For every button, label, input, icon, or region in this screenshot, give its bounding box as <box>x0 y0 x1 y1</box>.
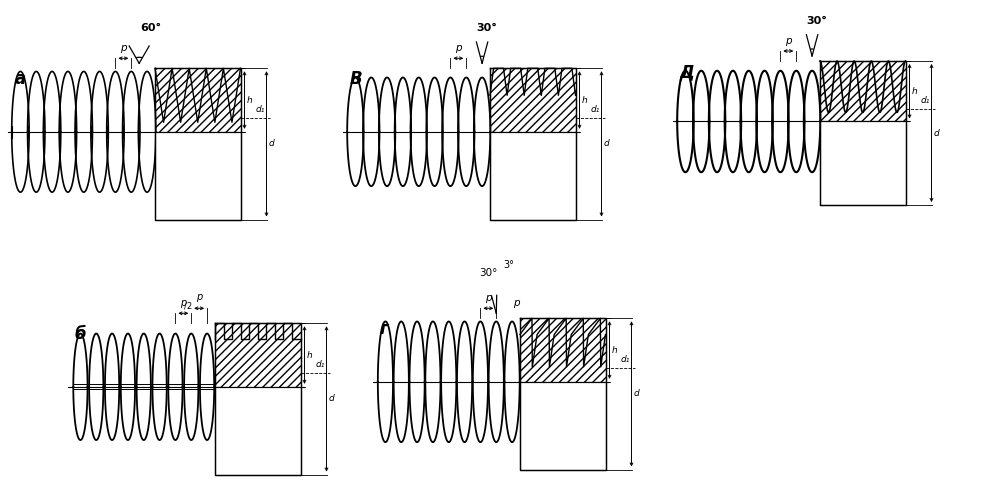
Text: В: В <box>350 70 362 89</box>
Text: p: p <box>196 292 203 302</box>
Bar <box>820 122 906 205</box>
Text: Д: Д <box>679 63 694 81</box>
Bar <box>490 132 576 219</box>
Text: г: г <box>379 320 388 339</box>
Bar <box>820 61 906 122</box>
Bar <box>490 68 576 132</box>
Text: d₁: d₁ <box>621 355 630 364</box>
Text: p: p <box>455 43 462 53</box>
Text: p: p <box>513 298 519 308</box>
Bar <box>520 318 606 382</box>
Bar <box>215 387 301 474</box>
Text: p: p <box>120 43 127 53</box>
Text: d₁: d₁ <box>921 96 929 105</box>
Text: d: d <box>604 139 610 148</box>
Bar <box>155 68 240 132</box>
Text: 30°: 30° <box>477 23 497 33</box>
Text: б: б <box>74 325 86 344</box>
Bar <box>155 132 240 219</box>
Text: 30°: 30° <box>479 268 497 278</box>
Text: 3°: 3° <box>502 260 513 270</box>
Text: d: d <box>933 128 939 137</box>
Text: h: h <box>612 346 618 355</box>
Text: d: d <box>634 389 639 398</box>
Text: d: d <box>329 394 335 403</box>
Text: p: p <box>180 298 187 308</box>
Text: h: h <box>307 351 312 360</box>
Bar <box>520 382 606 469</box>
Text: p: p <box>485 293 492 303</box>
Text: а: а <box>15 70 26 89</box>
Text: 60°: 60° <box>141 23 162 33</box>
Text: d₁: d₁ <box>316 360 325 369</box>
Text: p: p <box>785 36 791 46</box>
Text: h: h <box>246 96 252 105</box>
Text: d: d <box>268 139 274 148</box>
Text: 30°: 30° <box>806 16 827 26</box>
Text: /2: /2 <box>185 301 193 310</box>
Text: h: h <box>582 96 587 105</box>
Text: d₁: d₁ <box>591 105 600 114</box>
Text: d₁: d₁ <box>255 105 265 114</box>
Text: h: h <box>912 87 918 96</box>
Bar <box>215 323 301 387</box>
